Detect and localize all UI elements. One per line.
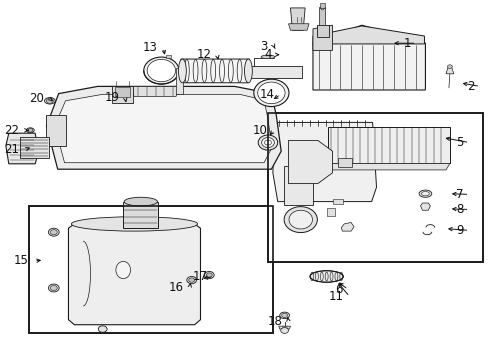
Bar: [326, 208, 335, 216]
Polygon shape: [68, 224, 200, 325]
Circle shape: [28, 129, 33, 132]
Polygon shape: [312, 25, 425, 90]
Text: 9: 9: [455, 224, 463, 237]
Polygon shape: [312, 25, 332, 50]
Polygon shape: [445, 68, 453, 74]
Polygon shape: [249, 66, 302, 78]
Bar: [29, 206, 272, 333]
Polygon shape: [320, 3, 324, 8]
Text: 11: 11: [328, 290, 343, 303]
Ellipse shape: [264, 140, 271, 145]
Circle shape: [188, 278, 194, 282]
Text: 12: 12: [196, 48, 211, 61]
Text: 22: 22: [4, 124, 20, 137]
Polygon shape: [338, 158, 351, 167]
Ellipse shape: [48, 284, 59, 292]
Text: 16: 16: [168, 281, 183, 294]
Text: 6: 6: [334, 283, 342, 296]
Polygon shape: [288, 140, 332, 184]
Text: 20: 20: [29, 92, 44, 105]
Ellipse shape: [261, 55, 274, 59]
Polygon shape: [181, 59, 249, 83]
Ellipse shape: [244, 59, 252, 83]
Polygon shape: [327, 127, 449, 163]
Text: 14: 14: [259, 88, 274, 101]
Text: 1: 1: [403, 37, 410, 50]
Polygon shape: [6, 133, 38, 164]
Ellipse shape: [178, 59, 186, 83]
Text: 18: 18: [267, 315, 282, 328]
Polygon shape: [278, 326, 290, 329]
Bar: [115, 87, 129, 97]
Ellipse shape: [253, 79, 288, 107]
Polygon shape: [323, 163, 449, 170]
Ellipse shape: [44, 98, 55, 104]
Bar: [166, 55, 171, 58]
Text: 21: 21: [4, 143, 20, 156]
Circle shape: [206, 273, 212, 277]
Text: 7: 7: [455, 188, 463, 201]
Circle shape: [50, 230, 57, 235]
Polygon shape: [341, 222, 353, 231]
Bar: [319, 7, 325, 25]
Circle shape: [46, 98, 53, 103]
Polygon shape: [46, 86, 281, 169]
Polygon shape: [20, 137, 49, 158]
Circle shape: [50, 285, 57, 291]
Bar: [29, 206, 272, 333]
Text: 17: 17: [192, 270, 207, 283]
Ellipse shape: [258, 135, 277, 150]
Text: 4: 4: [264, 48, 271, 61]
Polygon shape: [272, 122, 376, 202]
Text: 19: 19: [104, 91, 119, 104]
Ellipse shape: [124, 197, 157, 206]
Ellipse shape: [421, 192, 428, 196]
Polygon shape: [288, 24, 308, 30]
Ellipse shape: [257, 82, 285, 104]
Ellipse shape: [284, 207, 317, 233]
Text: 13: 13: [142, 41, 157, 54]
Ellipse shape: [418, 190, 431, 197]
Circle shape: [447, 65, 451, 68]
Circle shape: [280, 328, 288, 333]
Polygon shape: [55, 94, 271, 163]
Text: 15: 15: [14, 255, 28, 267]
Ellipse shape: [147, 59, 175, 82]
Ellipse shape: [204, 271, 214, 279]
Polygon shape: [420, 203, 429, 210]
Ellipse shape: [261, 138, 274, 148]
Text: 3: 3: [260, 40, 267, 53]
Polygon shape: [46, 115, 66, 146]
Bar: [123, 202, 158, 228]
Ellipse shape: [26, 128, 34, 133]
Circle shape: [281, 313, 287, 318]
Ellipse shape: [116, 261, 130, 279]
Polygon shape: [290, 8, 305, 30]
Bar: [267, 113, 482, 262]
Bar: [112, 86, 133, 103]
Polygon shape: [176, 68, 183, 94]
Polygon shape: [132, 86, 180, 96]
Text: 2: 2: [466, 80, 473, 93]
Ellipse shape: [98, 326, 107, 332]
Polygon shape: [283, 166, 312, 205]
Ellipse shape: [186, 276, 196, 284]
Text: 8: 8: [455, 203, 463, 216]
Bar: [267, 113, 482, 262]
Ellipse shape: [279, 312, 289, 319]
Bar: [316, 25, 328, 37]
Bar: [332, 199, 343, 204]
Text: 10: 10: [253, 124, 267, 137]
Ellipse shape: [143, 57, 179, 84]
Ellipse shape: [48, 228, 59, 236]
Ellipse shape: [309, 271, 343, 282]
Ellipse shape: [288, 210, 312, 229]
Polygon shape: [312, 26, 424, 44]
Text: 5: 5: [455, 136, 463, 149]
Ellipse shape: [71, 217, 197, 231]
